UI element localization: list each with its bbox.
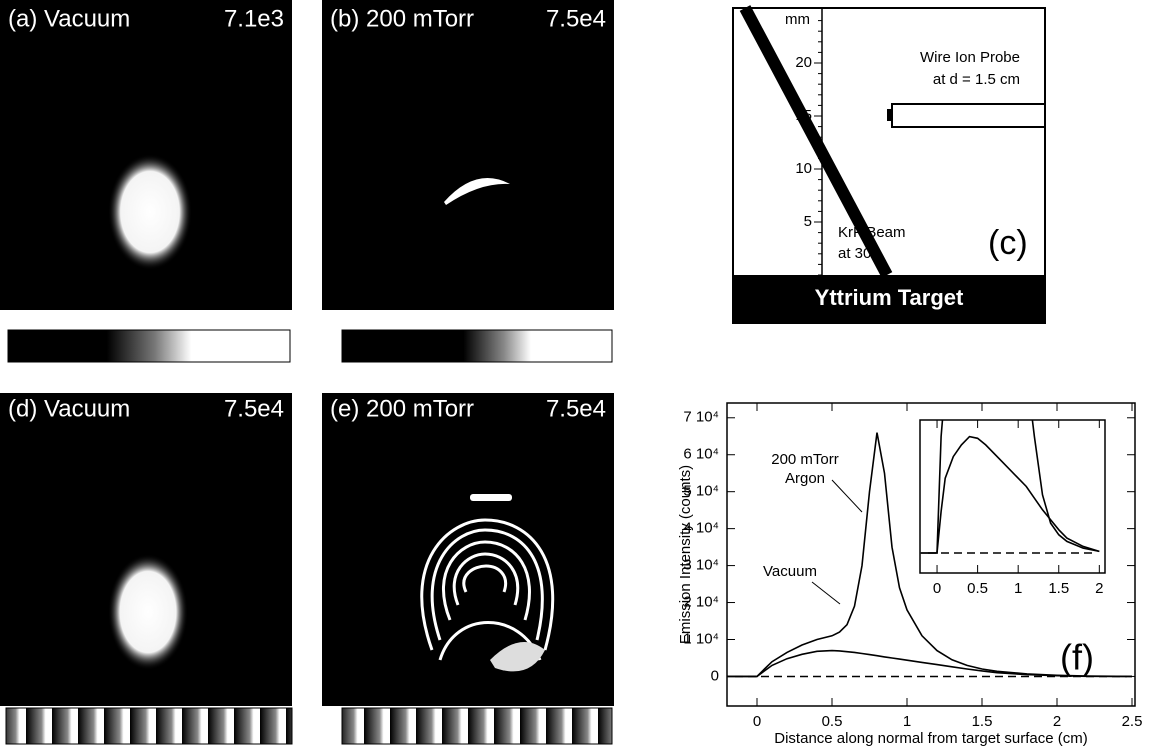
panel-scale: 7.5e4 <box>546 5 606 32</box>
ruler-label: 20 <box>795 54 812 71</box>
y-axis-label: Emission Intensity (counts) <box>677 465 694 644</box>
x-tick-label: 0 <box>933 580 941 597</box>
line-series <box>727 649 1133 678</box>
inset-frame <box>919 419 1106 574</box>
y-tick-label: 0 <box>711 667 719 684</box>
target-label: Yttrium Target <box>815 285 964 310</box>
x-axis-label: Distance along normal from target surfac… <box>774 730 1087 747</box>
panel-label: (b) 200 mTorr <box>330 5 474 32</box>
y-tick-label: 7 10⁴ <box>683 409 719 426</box>
panel-e: (e) 200 mTorr 7.5e4 <box>322 393 614 745</box>
series-label: 200 mTorr <box>771 451 839 468</box>
x-tick-label: 2 <box>1053 713 1061 730</box>
probe-label: at d = 1.5 cm <box>933 71 1020 88</box>
panel-d: (d) Vacuum 7.5e4 <box>0 393 293 745</box>
beam-label: at 30° <box>838 245 877 262</box>
leader <box>811 581 841 605</box>
panel-label: (d) Vacuum <box>8 395 130 422</box>
panel-scale: 7.1e3 <box>224 5 284 32</box>
x-tick-label: 0 <box>753 713 761 730</box>
series-label: Argon <box>785 470 825 487</box>
series-group <box>920 420 1100 554</box>
beam-label: KrF Beam <box>838 224 906 241</box>
panel-scale: 7.5e4 <box>546 395 606 422</box>
panel-scale: 7.5e4 <box>224 395 284 422</box>
y-tick-label: 1 10⁴ <box>683 630 719 647</box>
probe-label: Wire Ion Probe <box>920 49 1020 66</box>
x-tick-label: 1.5 <box>972 713 993 730</box>
y-tick-label: 4 10⁴ <box>683 520 719 537</box>
x-tick-label: 0.5 <box>967 580 988 597</box>
plot-frame <box>726 402 1136 707</box>
panel-label: (f) <box>1060 637 1094 678</box>
y-tick-label: 5 10⁴ <box>683 483 719 500</box>
line-series <box>727 432 1133 678</box>
x-tick-label: 1 <box>903 713 911 730</box>
y-tick-label: 2 10⁴ <box>683 594 719 611</box>
panel-label: (c) <box>988 224 1028 262</box>
line-series <box>920 420 1100 554</box>
ruler-label: 5 <box>804 213 812 230</box>
x-tick-label: 2.5 <box>1122 713 1143 730</box>
series-group <box>727 432 1133 678</box>
panel-b: (b) 200 mTorr 7.5e4 <box>322 0 614 363</box>
panel-c: Yttrium Target Wire Ion Probe at d = 1.5… <box>732 5 1046 324</box>
panel-a: (a) Vacuum 7.1e3 <box>0 0 292 363</box>
x-tick-label: 1.5 <box>1048 580 1069 597</box>
x-tick-label: 2 <box>1095 580 1103 597</box>
panel-label: (a) Vacuum <box>8 5 130 32</box>
y-tick-label: 6 10⁴ <box>683 446 719 463</box>
x-tick-label: 0.5 <box>822 713 843 730</box>
panel-label: (e) 200 mTorr <box>330 395 474 422</box>
x-tick-label: 1 <box>1014 580 1022 597</box>
line-series <box>920 435 1100 554</box>
ruler-label: 15 <box>795 107 812 124</box>
y-tick-label: 3 10⁴ <box>683 557 719 574</box>
unit-label: mm <box>785 11 810 28</box>
series-label: Vacuum <box>763 563 817 580</box>
ruler-label: 10 <box>795 160 812 177</box>
leader <box>831 479 863 513</box>
